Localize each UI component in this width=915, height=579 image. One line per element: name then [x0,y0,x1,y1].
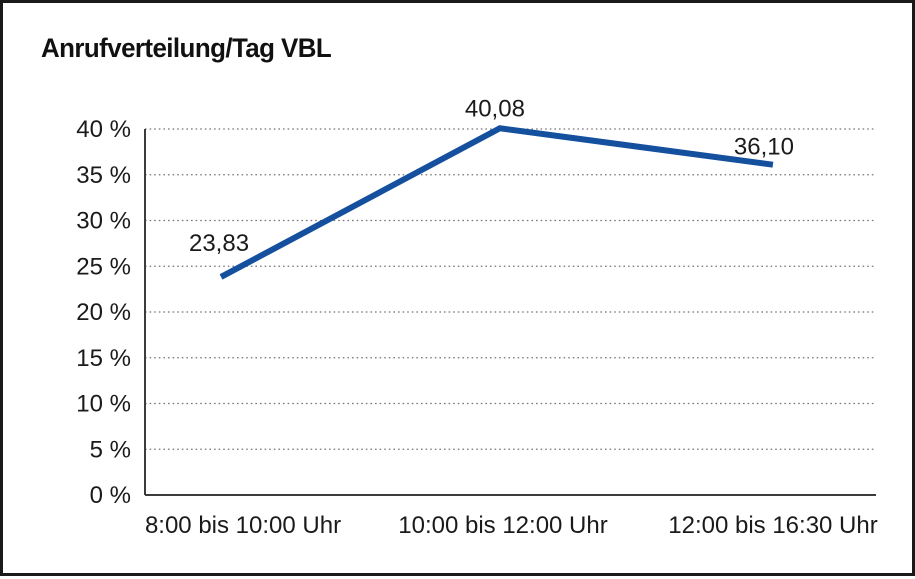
y-tick-label: 40 % [76,116,131,143]
data-value-label: 40,08 [465,95,525,122]
y-tick-label: 20 % [76,299,131,326]
data-value-label: 23,83 [189,230,249,257]
data-line [219,125,774,280]
data-value-label: 36,10 [734,134,794,161]
y-tick-label: 30 % [76,208,131,235]
y-tick-label: 35 % [76,162,131,189]
y-tick-label: 15 % [76,345,131,372]
x-category-label: 8:00 bis 10:00 Uhr [145,512,341,539]
chart-title: Anrufverteilung/Tag VBL [41,33,332,63]
y-tick-label: 5 % [90,436,131,463]
y-tick-label: 10 % [76,391,131,418]
x-category-label: 10:00 bis 12:00 Uhr [398,512,607,539]
y-tick-label: 0 % [90,482,131,509]
y-tick-label: 25 % [76,253,131,280]
line-chart: 0 % 5 % 10 % 15 % 20 % 25 % 30 % 35 % 40 % 8:00 b… [76,95,877,539]
x-category-label: 12:00 bis 16:30 Uhr [668,512,877,539]
